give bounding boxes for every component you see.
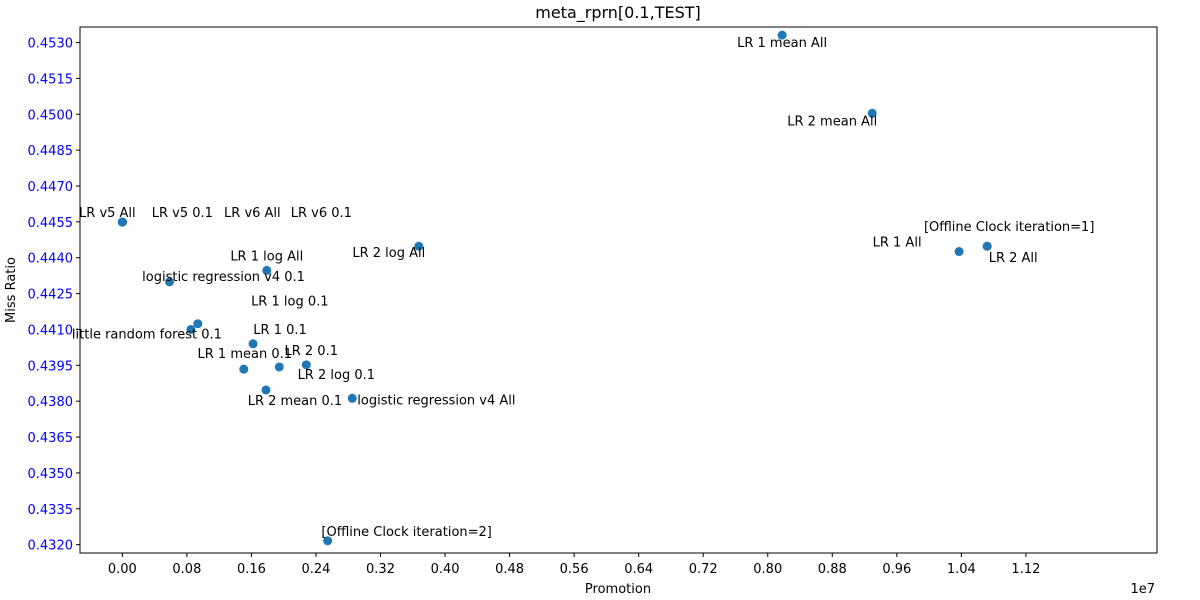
point-label: logistic regression v4 All — [357, 393, 515, 408]
y-tick-label: 0.4350 — [28, 467, 74, 482]
data-point — [248, 339, 258, 349]
x-tick-label: 0.40 — [431, 562, 460, 577]
data-point — [261, 385, 271, 395]
data-point — [301, 360, 311, 370]
point-label: LR 1 0.1 — [253, 323, 307, 338]
y-axis-title: Miss Ratio — [4, 257, 19, 323]
point-label: [Offline Clock iteration=2] — [321, 525, 491, 540]
x-tick-label: 0.48 — [495, 562, 524, 577]
x-axis-offset-label: 1e7 — [1130, 582, 1155, 597]
point-label: logistic regression v4 0.1 — [142, 270, 305, 285]
x-tick-label: 0.24 — [301, 562, 330, 577]
point-label: LR 2 log All — [352, 246, 425, 261]
point-label: LR 1 log All — [230, 249, 303, 264]
y-tick-label: 0.4470 — [28, 180, 74, 195]
x-tick-label: 0.56 — [560, 562, 589, 577]
y-axis: 0.4320 0.4335 0.4350 0.4365 0.4380 0.4395 0.44… — [28, 37, 80, 554]
y-tick-label: 0.4410 — [28, 323, 74, 338]
x-tick-label: 0.00 — [108, 562, 137, 577]
x-axis: 0.00 0.08 0.16 0.24 0.32 0.40 0.48 0.56 0.64 0.72… — [108, 553, 1040, 577]
y-tick-label: 0.4530 — [28, 37, 74, 52]
y-tick-label: 0.4365 — [28, 431, 74, 446]
y-tick-label: 0.4455 — [28, 216, 74, 231]
x-tick-label: 0.32 — [366, 562, 395, 577]
data-point — [347, 393, 357, 403]
x-tick-label: 0.64 — [624, 562, 653, 577]
x-tick-label: 0.16 — [237, 562, 266, 577]
y-tick-label: 0.4380 — [28, 395, 74, 410]
data-point — [165, 277, 175, 287]
point-label: LR 1 mean All — [737, 36, 827, 51]
y-tick-label: 0.4335 — [28, 503, 74, 518]
x-tick-label: 0.88 — [818, 562, 847, 577]
point-label: LR v5 All — [79, 206, 136, 221]
x-tick-label: 0.72 — [689, 562, 718, 577]
data-point — [323, 536, 333, 546]
point-labels: LR 1 mean All LR 2 mean All LR v5 All LR v5… — [72, 36, 1094, 540]
y-tick-label: 0.4395 — [28, 359, 74, 374]
data-point — [777, 30, 787, 40]
plot-frame — [79, 26, 1158, 554]
point-label: LR 2 All — [989, 251, 1038, 266]
data-point — [117, 217, 127, 227]
point-label: LR 2 mean 0.1 — [248, 394, 343, 409]
data-point — [954, 247, 964, 257]
point-label: little random forest 0.1 — [72, 327, 222, 342]
data-point — [193, 319, 203, 329]
x-tick-label: 0.80 — [753, 562, 782, 577]
point-label: LR 2 log 0.1 — [298, 368, 375, 383]
y-tick-label: 0.4485 — [28, 144, 74, 159]
y-tick-label: 0.4425 — [28, 288, 74, 303]
data-point — [274, 362, 284, 372]
point-label: LR 1 log 0.1 — [251, 295, 328, 310]
data-point — [262, 265, 272, 275]
data-points — [117, 30, 992, 546]
chart-title: meta_rprn[0.1,TEST] — [535, 3, 701, 23]
point-label: LR v5 0.1 — [152, 206, 213, 221]
data-point — [239, 364, 249, 374]
point-label: LR 1 All — [873, 236, 922, 251]
y-tick-label: 0.4515 — [28, 72, 74, 87]
point-label: LR v6 0.1 — [291, 206, 352, 221]
point-label: LR v6 All — [224, 206, 281, 221]
point-label: [Offline Clock iteration=1] — [924, 220, 1094, 235]
y-tick-label: 0.4500 — [28, 108, 74, 123]
y-tick-label: 0.4440 — [28, 252, 74, 267]
data-point — [982, 241, 992, 251]
data-point — [867, 108, 877, 118]
x-tick-label: 1.12 — [1011, 562, 1040, 577]
point-label: LR 1 mean 0.1 — [198, 347, 293, 362]
x-tick-label: 0.96 — [882, 562, 911, 577]
y-tick-label: 0.4320 — [28, 539, 74, 554]
x-tick-label: 0.08 — [172, 562, 201, 577]
x-axis-title: Promotion — [585, 582, 651, 597]
data-point — [414, 241, 424, 251]
data-point — [186, 324, 196, 334]
x-tick-label: 1.04 — [947, 562, 976, 577]
point-label: LR 2 0.1 — [285, 344, 339, 359]
point-label: LR 2 mean All — [787, 114, 877, 129]
